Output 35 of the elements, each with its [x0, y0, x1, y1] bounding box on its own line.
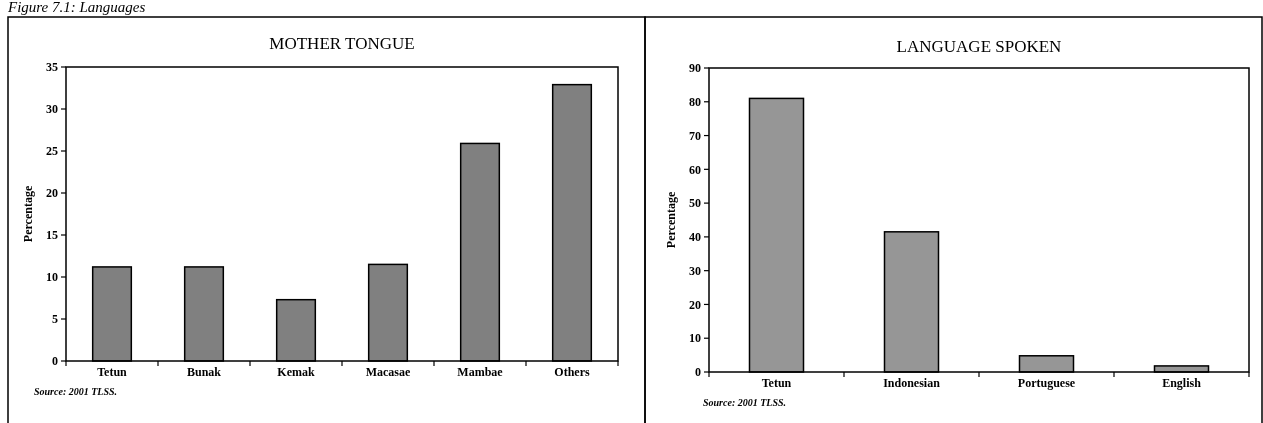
y-tick-label: 10: [689, 331, 701, 346]
x-tick-label: Mambae: [457, 365, 504, 379]
y-tick-label: 70: [689, 128, 701, 143]
y-tick-label: 15: [46, 228, 58, 243]
x-tick-label: Macasae: [365, 365, 411, 379]
x-tick-label: Tetun: [97, 365, 128, 379]
y-tick-label: 20: [689, 297, 701, 312]
y-tick-label: 0: [695, 365, 701, 380]
x-tick-label: Portuguese: [1017, 376, 1076, 390]
y-axis-title: Percentage: [664, 191, 678, 249]
y-axis-title: Percentage: [21, 185, 35, 243]
caption: Figure 7.1: Languages: [7, 0, 146, 15]
source-note: Source: 2001 TLSS.: [34, 386, 118, 397]
y-tick-label: 90: [689, 61, 701, 76]
y-tick-label: 5: [52, 312, 58, 327]
y-tick-label: 25: [46, 144, 58, 159]
x-tick-label: English: [1162, 376, 1202, 390]
y-tick-label: 50: [689, 196, 701, 211]
y-tick-label: 20: [46, 186, 58, 201]
y-tick-label: 35: [46, 60, 58, 75]
y-tick-label: 30: [689, 263, 701, 278]
x-tick-label: Kemak: [277, 365, 315, 379]
y-tick-label: 10: [46, 270, 58, 285]
y-tick-label: 40: [689, 230, 701, 245]
x-tick-label: Others: [554, 365, 590, 379]
y-tick-label: 80: [689, 94, 701, 109]
x-tick-label: Indonesian: [883, 376, 941, 390]
chart-title: MOTHER TONGUE: [269, 34, 415, 53]
y-tick-label: 30: [46, 102, 58, 117]
y-tick-label: 0: [52, 354, 58, 369]
x-tick-label: Tetun: [761, 376, 792, 390]
x-tick-label: Bunak: [186, 365, 222, 379]
chart-title: LANGUAGE SPOKEN: [896, 37, 1062, 56]
source-note: Source: 2001 TLSS.: [703, 397, 787, 408]
y-tick-label: 60: [689, 162, 701, 177]
